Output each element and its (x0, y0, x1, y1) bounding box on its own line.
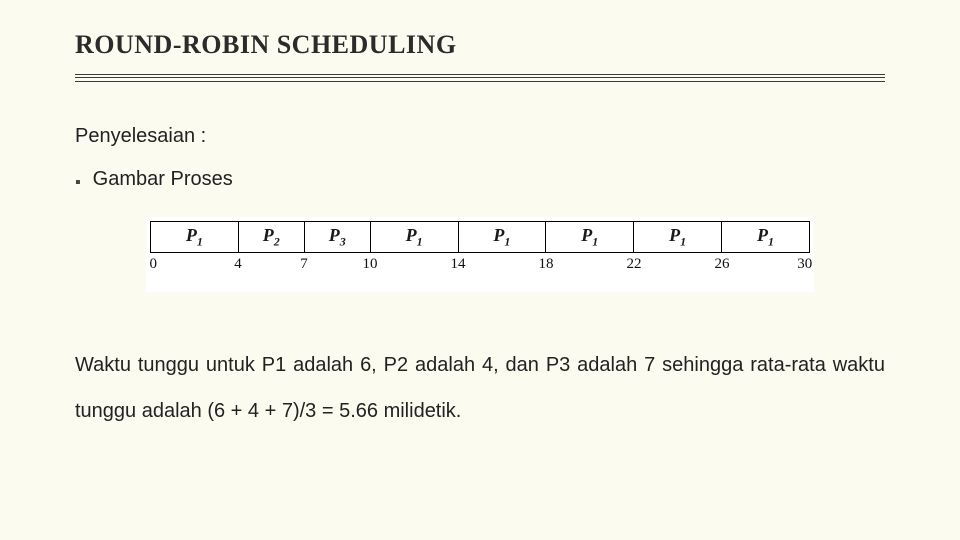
gantt-ticks: 0 4 7 10 14 18 22 26 30 (150, 256, 810, 274)
gantt-tick: 4 (234, 256, 242, 273)
gantt-tick: 22 (627, 256, 642, 273)
gantt-tick: 26 (715, 256, 730, 273)
gantt-cell: P3 (304, 222, 370, 253)
gantt-tick: 0 (150, 256, 158, 273)
gantt-cell: P2 (238, 222, 304, 253)
gantt-tick: 14 (451, 256, 466, 273)
bullet-text: Gambar Proses (93, 168, 233, 191)
gantt-cell: P1 (546, 222, 634, 253)
slide: ROUND-ROBIN SCHEDULING Penyelesaian : ▪ … (0, 0, 960, 540)
explanation-text: Waktu tunggu untuk P1 adalah 6, P2 adala… (75, 342, 885, 434)
gantt-cell: P1 (370, 222, 458, 253)
gantt-cell: P1 (634, 222, 722, 253)
gantt-tick: 7 (300, 256, 308, 273)
gantt-row: P1P2P3P1P1P1P1P1 (151, 222, 810, 253)
gantt-cell: P1 (722, 222, 810, 253)
gantt-table: P1P2P3P1P1P1P1P1 (150, 221, 810, 253)
gantt-cell: P1 (151, 222, 239, 253)
intro-text: Penyelesaian : (75, 122, 885, 150)
gantt-chart: P1P2P3P1P1P1P1P1 047101418222630 (146, 217, 814, 292)
gantt-cell: P1 (458, 222, 546, 253)
square-bullet-icon: ▪ (75, 174, 81, 192)
gantt-tick: 10 (363, 256, 378, 273)
page-title: ROUND-ROBIN SCHEDULING (75, 30, 885, 60)
gantt-tick: 18 (539, 256, 554, 273)
title-rule (75, 74, 885, 82)
gantt-tick: 30 (797, 256, 812, 273)
bullet-row: ▪ Gambar Proses (75, 168, 885, 192)
